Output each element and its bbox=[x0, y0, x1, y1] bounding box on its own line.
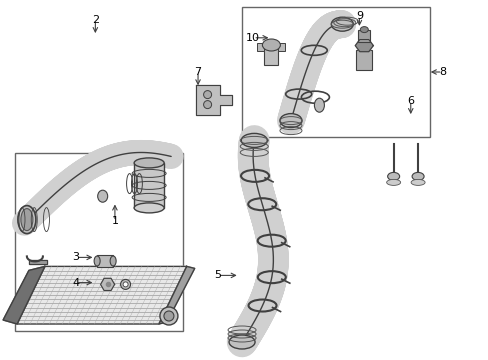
Text: 5: 5 bbox=[214, 270, 221, 280]
Polygon shape bbox=[3, 266, 45, 324]
Ellipse shape bbox=[18, 206, 36, 234]
Text: 4: 4 bbox=[72, 278, 79, 288]
Bar bbox=[264, 45, 278, 65]
Polygon shape bbox=[101, 278, 114, 291]
Polygon shape bbox=[159, 266, 194, 324]
Ellipse shape bbox=[163, 311, 174, 321]
Bar bbox=[358, 30, 369, 42]
Ellipse shape bbox=[203, 91, 211, 99]
Text: 7: 7 bbox=[194, 67, 201, 77]
Text: 9: 9 bbox=[355, 11, 362, 21]
Polygon shape bbox=[355, 40, 372, 52]
Ellipse shape bbox=[123, 282, 128, 287]
Text: 3: 3 bbox=[72, 252, 79, 262]
Ellipse shape bbox=[203, 100, 211, 109]
Ellipse shape bbox=[386, 179, 400, 185]
Ellipse shape bbox=[411, 172, 423, 180]
Bar bbox=[134, 163, 164, 208]
Bar bbox=[242, 7, 429, 137]
Ellipse shape bbox=[134, 158, 164, 168]
Ellipse shape bbox=[228, 335, 255, 349]
Ellipse shape bbox=[360, 27, 367, 33]
Ellipse shape bbox=[98, 190, 107, 202]
Ellipse shape bbox=[280, 114, 301, 127]
Bar bbox=[97, 255, 113, 267]
Ellipse shape bbox=[21, 208, 33, 231]
Text: 1: 1 bbox=[111, 216, 118, 226]
Ellipse shape bbox=[410, 179, 424, 185]
Polygon shape bbox=[29, 260, 47, 264]
Bar bbox=[257, 43, 264, 51]
Text: 6: 6 bbox=[407, 96, 413, 106]
Polygon shape bbox=[195, 85, 231, 114]
Ellipse shape bbox=[262, 39, 280, 51]
Ellipse shape bbox=[110, 256, 116, 266]
Text: 2: 2 bbox=[92, 15, 99, 25]
Ellipse shape bbox=[134, 203, 164, 213]
Polygon shape bbox=[17, 266, 186, 324]
Ellipse shape bbox=[331, 17, 352, 31]
Ellipse shape bbox=[241, 134, 267, 147]
Bar bbox=[15, 153, 183, 331]
Ellipse shape bbox=[160, 307, 178, 325]
Ellipse shape bbox=[314, 98, 324, 112]
Bar bbox=[278, 43, 285, 51]
Ellipse shape bbox=[387, 172, 399, 180]
Ellipse shape bbox=[94, 256, 100, 266]
Ellipse shape bbox=[121, 279, 130, 289]
Text: 8: 8 bbox=[438, 67, 445, 77]
Text: 10: 10 bbox=[246, 33, 260, 43]
Bar bbox=[356, 50, 371, 69]
